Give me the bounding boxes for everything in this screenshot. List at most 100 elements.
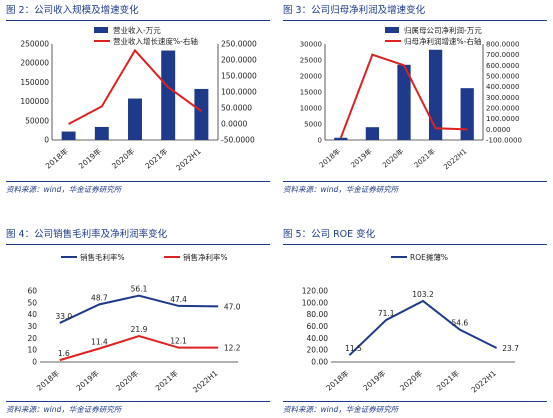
data-label: 56.1 (131, 285, 148, 294)
legend-label: 归母净利润增速%-右轴 (404, 36, 481, 46)
y-axis-tick: 60 (27, 287, 37, 296)
y-axis-tick: 0 (44, 136, 49, 145)
x-tick-label: 2019年 (361, 368, 388, 393)
y2-axis-tick: 150.0000 (221, 72, 257, 81)
legend-swatch (385, 27, 399, 33)
figure-source: 资料来源：wind，华金证券研究所 (6, 181, 270, 198)
y2-axis-tick: 200.0000 (486, 105, 519, 113)
x-tick-label: 2020年 (109, 146, 136, 171)
y-axis-tick: 10000 (300, 105, 322, 113)
x-tick-label: 2021年 (412, 147, 437, 170)
x-tick-label: 2022H1 (174, 146, 203, 172)
series-line (339, 53, 468, 139)
y-axis-tick: 150000 (20, 78, 49, 87)
legend-label: ROE摊薄% (410, 252, 448, 262)
series-line (59, 294, 219, 324)
y-axis-tick: 100000 (20, 97, 49, 106)
data-label: 33.0 (55, 312, 72, 321)
data-label: 12.2 (224, 344, 241, 353)
y-axis-tick: 20.00 (307, 346, 329, 355)
bar (428, 49, 443, 140)
figure-source: 资料来源：wind，华金证券研究所 (283, 181, 547, 198)
y2-axis-tick: 50.0000 (221, 104, 252, 113)
y-axis-tick: 50 (27, 298, 37, 307)
y2-axis-tick: 800.0000 (486, 41, 519, 49)
legend-label: 营业收入-万元 (113, 25, 161, 35)
y-axis-tick: 40 (27, 310, 37, 319)
x-tick-label: 2018年 (43, 146, 70, 171)
y-axis-tick: 250000 (20, 40, 49, 49)
y2-axis-tick: 100.0000 (486, 115, 519, 123)
x-tick-label: 2018年 (317, 147, 342, 170)
data-label: 71.1 (378, 309, 395, 318)
y-axis-tick: 120.00 (302, 287, 328, 296)
y-axis-tick: 10 (27, 346, 37, 355)
figure-title: 图 5：公司 ROE 变化 (283, 228, 547, 245)
bar (61, 131, 76, 140)
x-tick-label: 2022H1 (191, 368, 220, 394)
y2-axis-tick: 700.0000 (486, 51, 519, 59)
chart-roe: 0.00 20.00 40.00 60.00 80.00 100.00 120.00 11.5… (302, 252, 519, 394)
x-tick-label: 2021年 (434, 368, 461, 393)
legend-label: 销售毛利率% (80, 252, 125, 262)
y2-axis-tick: 200.0000 (221, 56, 257, 65)
x-tick-label: 2019年 (349, 147, 374, 170)
y-axis-tick: 0.00 (311, 358, 328, 367)
figure-source: 资料来源：wind，华金证券研究所 (6, 401, 270, 418)
figure-revenue: 图 2：公司收入规模及增速变化 0 50000 100000 150000 200000… (6, 4, 270, 197)
y-axis-tick: 30 (27, 322, 37, 331)
series-line (59, 335, 219, 362)
bar (194, 88, 209, 140)
chart-revenue: 0 50000 100000 150000 200000 250000 -50.0000 0.… (20, 25, 257, 172)
y2-axis-tick: 600.0000 (486, 62, 519, 70)
bar (94, 126, 109, 140)
x-tick-label: 2020年 (380, 147, 405, 170)
legend-label: 销售净利率% (183, 252, 228, 262)
x-tick-label: 2018年 (324, 368, 351, 393)
y-axis-tick: 40.00 (307, 334, 329, 343)
bar (128, 98, 142, 140)
y-axis-tick: 50000 (25, 116, 49, 125)
y-axis-tick: 200000 (20, 59, 49, 68)
x-tick-label: 2022H1 (470, 368, 499, 394)
data-label: 47.4 (170, 295, 187, 304)
data-label: 12.1 (170, 337, 187, 346)
y2-axis-tick: 250.0000 (221, 40, 257, 49)
chart-net-profit: 0 5000 10000 15000 20000 25000 30000 -100.0000 0… (300, 25, 522, 171)
legend-swatch (94, 27, 108, 33)
data-label: 1.6 (58, 349, 70, 358)
bar (334, 137, 348, 140)
figure-title: 图 3：公司归母净利润及增速变化 (283, 4, 547, 21)
y2-axis-tick: -100.0000 (486, 137, 522, 145)
y2-axis-tick: -50.0000 (221, 136, 255, 145)
y-axis-tick: 0 (32, 358, 37, 367)
y-axis-tick: 15000 (300, 89, 322, 97)
x-tick-label: 2020年 (113, 368, 140, 393)
bar (365, 127, 380, 140)
series-line (68, 48, 202, 125)
y-axis-tick: 80.00 (307, 310, 329, 319)
y-axis-tick: 30000 (300, 41, 322, 49)
y-axis-tick: 0 (318, 137, 322, 145)
chart-margins: 0 10 20 30 40 50 60 33.0 48.7 56.1 47.4 47.0 1.6 11.4… (27, 252, 241, 394)
y-axis-tick: 5000 (304, 121, 322, 129)
x-tick-label: 2021年 (143, 146, 170, 171)
legend-label: 营业收入增长速度%-右轴 (113, 36, 198, 46)
x-tick-label: 2022H1 (442, 147, 468, 171)
x-tick-label: 2021年 (153, 368, 180, 393)
y-axis-tick: 20 (27, 334, 37, 343)
bar (397, 64, 411, 140)
y2-axis-tick: 100.0000 (221, 88, 257, 97)
legend-label: 归属母公司净利润-万元 (404, 25, 482, 35)
y-axis-tick: 100.00 (302, 298, 328, 307)
data-label: 11.4 (91, 338, 108, 347)
y-axis-tick: 60.00 (307, 322, 329, 331)
data-label: 11.5 (345, 344, 362, 353)
data-label: 23.7 (502, 344, 519, 353)
figure-title: 图 4：公司销售毛利率及净利润率变化 (6, 228, 270, 245)
x-tick-label: 2019年 (76, 146, 103, 171)
y2-axis-tick: 500.0000 (486, 73, 519, 81)
figure-source: 资料来源：wind，华金证券研究所 (283, 401, 547, 418)
bar (161, 50, 176, 140)
y2-axis-tick: 400.0000 (486, 83, 519, 91)
